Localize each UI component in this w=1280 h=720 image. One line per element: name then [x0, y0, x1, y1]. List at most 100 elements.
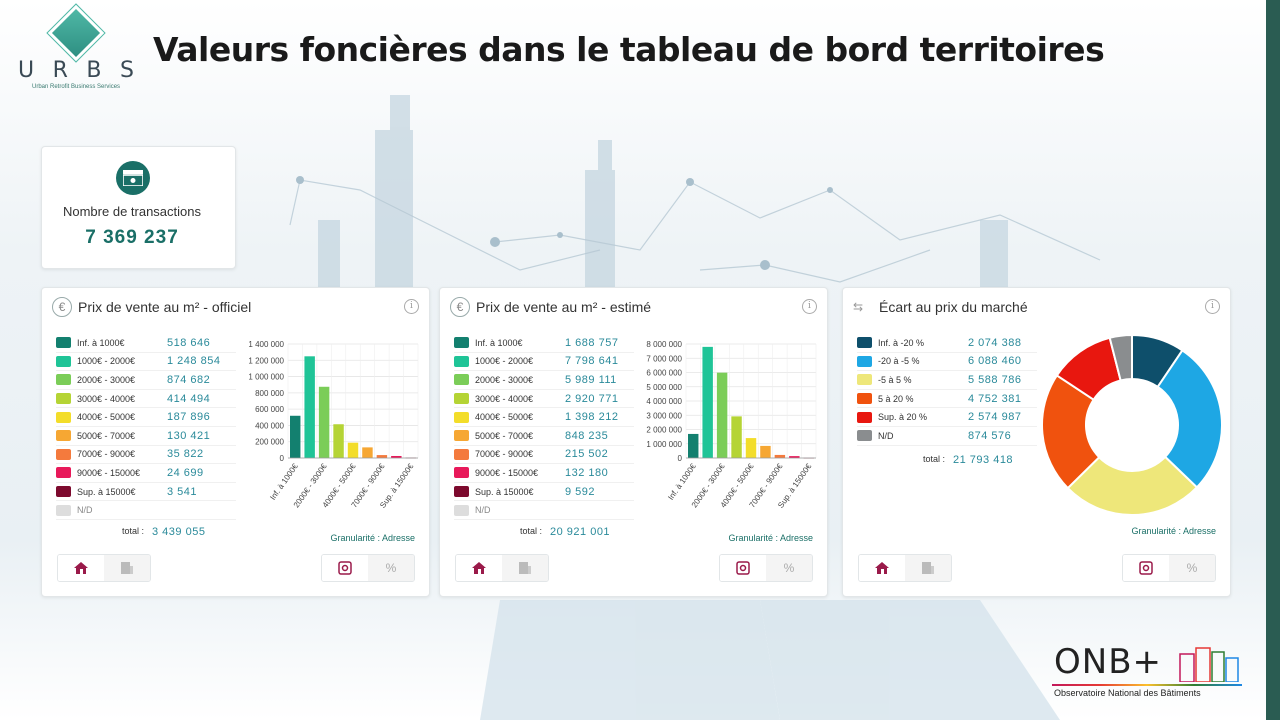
- bar[interactable]: [702, 346, 713, 458]
- legend-row[interactable]: 7000€ - 9000€ 35 822: [56, 446, 236, 465]
- legend-row[interactable]: 5000€ - 7000€ 848 235: [454, 427, 634, 446]
- legend-label: 4000€ - 5000€: [475, 412, 534, 423]
- legend-swatch: [56, 355, 71, 367]
- legend-row[interactable]: 4000€ - 5000€ 187 896: [56, 408, 236, 427]
- info-icon[interactable]: i: [1205, 299, 1220, 314]
- legend-swatch: [56, 374, 71, 386]
- bar[interactable]: [760, 445, 771, 458]
- legend-value: 2 920 771: [565, 392, 619, 405]
- building-button[interactable]: [502, 555, 548, 581]
- legend-swatch: [56, 393, 71, 405]
- bar[interactable]: [774, 454, 786, 458]
- unit-toggle: %: [719, 554, 813, 582]
- legend-row[interactable]: 2000€ - 3000€ 874 682: [56, 371, 236, 390]
- bar[interactable]: [290, 415, 301, 458]
- legend-value: 1 398 212: [565, 411, 619, 424]
- panel-header: € Prix de vente au m² - estimé: [450, 296, 651, 318]
- donut-slice[interactable]: [1108, 333, 1133, 382]
- kpi-label: Nombre de transactions: [62, 204, 201, 219]
- legend-row[interactable]: N/D 874 576: [857, 427, 1037, 446]
- legend-swatch: [857, 411, 872, 423]
- legend-swatch: [857, 393, 872, 405]
- legend-row[interactable]: N/D: [56, 501, 236, 520]
- legend-swatch: [857, 337, 872, 349]
- house-button[interactable]: [859, 555, 905, 581]
- legend-value: 1 688 757: [565, 336, 619, 349]
- legend-row[interactable]: Sup. à 20 % 2 574 987: [857, 408, 1037, 427]
- bar[interactable]: [391, 455, 402, 458]
- legend-value: 24 699: [167, 466, 204, 479]
- legend-row[interactable]: Sup. à 15000€ 9 592: [454, 483, 634, 502]
- kpi-value: 7 369 237: [85, 227, 179, 248]
- legend-row[interactable]: -20 à -5 % 6 088 460: [857, 353, 1037, 372]
- bar-chart: 0 200 000 400 000 600 000 800 000 1 000 000 1 …: [248, 340, 419, 510]
- legend-row[interactable]: Inf. à 1000€ 1 688 757: [454, 334, 634, 353]
- legend: Inf. à 1000€ 1 688 757 1000€ - 2000€ 7 798 …: [454, 334, 634, 520]
- legend-value: 4 752 381: [968, 392, 1022, 405]
- legend-row[interactable]: 1000€ - 2000€ 7 798 641: [454, 353, 634, 372]
- legend-row[interactable]: -5 à 5 % 5 588 786: [857, 371, 1037, 390]
- total-label: total :: [121, 526, 144, 536]
- legend-row[interactable]: 1000€ - 2000€ 1 248 854: [56, 353, 236, 372]
- percent-button[interactable]: %: [368, 555, 414, 581]
- legend-row[interactable]: 7000€ - 9000€ 215 502: [454, 446, 634, 465]
- legend-label: 9000€ - 15000€: [77, 467, 141, 478]
- bar[interactable]: [304, 356, 315, 458]
- legend-row[interactable]: 9000€ - 15000€ 24 699: [56, 464, 236, 483]
- donut-chart: [1041, 333, 1223, 516]
- house-button[interactable]: [456, 555, 502, 581]
- house-icon: [472, 562, 486, 574]
- y-tick-label: 1 000 000: [646, 440, 682, 449]
- legend: Inf. à 1000€ 518 646 1000€ - 2000€ 1 248 85…: [56, 334, 236, 520]
- building-button[interactable]: [104, 555, 150, 581]
- building-button[interactable]: [905, 555, 951, 581]
- legend-swatch: [56, 504, 71, 516]
- legend-row[interactable]: Inf. à -20 % 2 074 388: [857, 334, 1037, 353]
- bar[interactable]: [318, 386, 330, 458]
- donut-slice[interactable]: [1066, 455, 1199, 516]
- bar[interactable]: [347, 442, 359, 458]
- count-icon: [338, 561, 352, 575]
- legend-value: 5 588 786: [968, 373, 1022, 386]
- house-button[interactable]: [58, 555, 104, 581]
- bar[interactable]: [789, 456, 800, 458]
- bar[interactable]: [333, 424, 344, 458]
- legend-row[interactable]: 5 à 20 % 4 752 381: [857, 390, 1037, 409]
- legend-label: 5 à 20 %: [878, 393, 914, 404]
- legend-row[interactable]: 3000€ - 4000€ 2 920 771: [454, 390, 634, 409]
- legend-row[interactable]: Inf. à 1000€ 518 646: [56, 334, 236, 353]
- x-tick-label: Inf. à 1000€: [268, 462, 300, 502]
- count-button[interactable]: [1123, 555, 1169, 581]
- count-button[interactable]: [322, 555, 368, 581]
- panel-header: ⇆ Écart au prix du marché: [853, 296, 1028, 318]
- legend-label: N/D: [475, 505, 491, 516]
- panel-title: Prix de vente au m² - estimé: [476, 299, 652, 315]
- donut-slice[interactable]: [1156, 349, 1223, 489]
- bar[interactable]: [376, 455, 388, 458]
- legend-label: 1000€ - 2000€: [475, 356, 534, 367]
- legend-row[interactable]: 4000€ - 5000€ 1 398 212: [454, 408, 634, 427]
- legend-value: 518 646: [167, 336, 211, 349]
- legend-swatch: [454, 337, 469, 349]
- legend-swatch: [454, 393, 469, 405]
- percent-button[interactable]: %: [766, 555, 812, 581]
- legend-row[interactable]: 3000€ - 4000€ 414 494: [56, 390, 236, 409]
- legend-row[interactable]: N/D: [454, 501, 634, 520]
- info-icon[interactable]: i: [404, 299, 419, 314]
- info-icon[interactable]: i: [802, 299, 817, 314]
- legend-row[interactable]: 2000€ - 3000€ 5 989 111: [454, 371, 634, 390]
- bar[interactable]: [362, 447, 373, 458]
- building-icon: [922, 562, 934, 574]
- bar[interactable]: [688, 433, 699, 458]
- bar[interactable]: [731, 416, 742, 458]
- legend-swatch: [454, 448, 469, 460]
- count-button[interactable]: [720, 555, 766, 581]
- legend-row[interactable]: 5000€ - 7000€ 130 421: [56, 427, 236, 446]
- bar[interactable]: [716, 372, 728, 458]
- bar[interactable]: [745, 438, 757, 458]
- legend-label: 9000€ - 15000€: [475, 467, 539, 478]
- granularity-label: Granularité : Adresse: [728, 533, 813, 543]
- legend-row[interactable]: Sup. à 15000€ 3 541: [56, 483, 236, 502]
- legend-row[interactable]: 9000€ - 15000€ 132 180: [454, 464, 634, 483]
- percent-button[interactable]: %: [1169, 555, 1215, 581]
